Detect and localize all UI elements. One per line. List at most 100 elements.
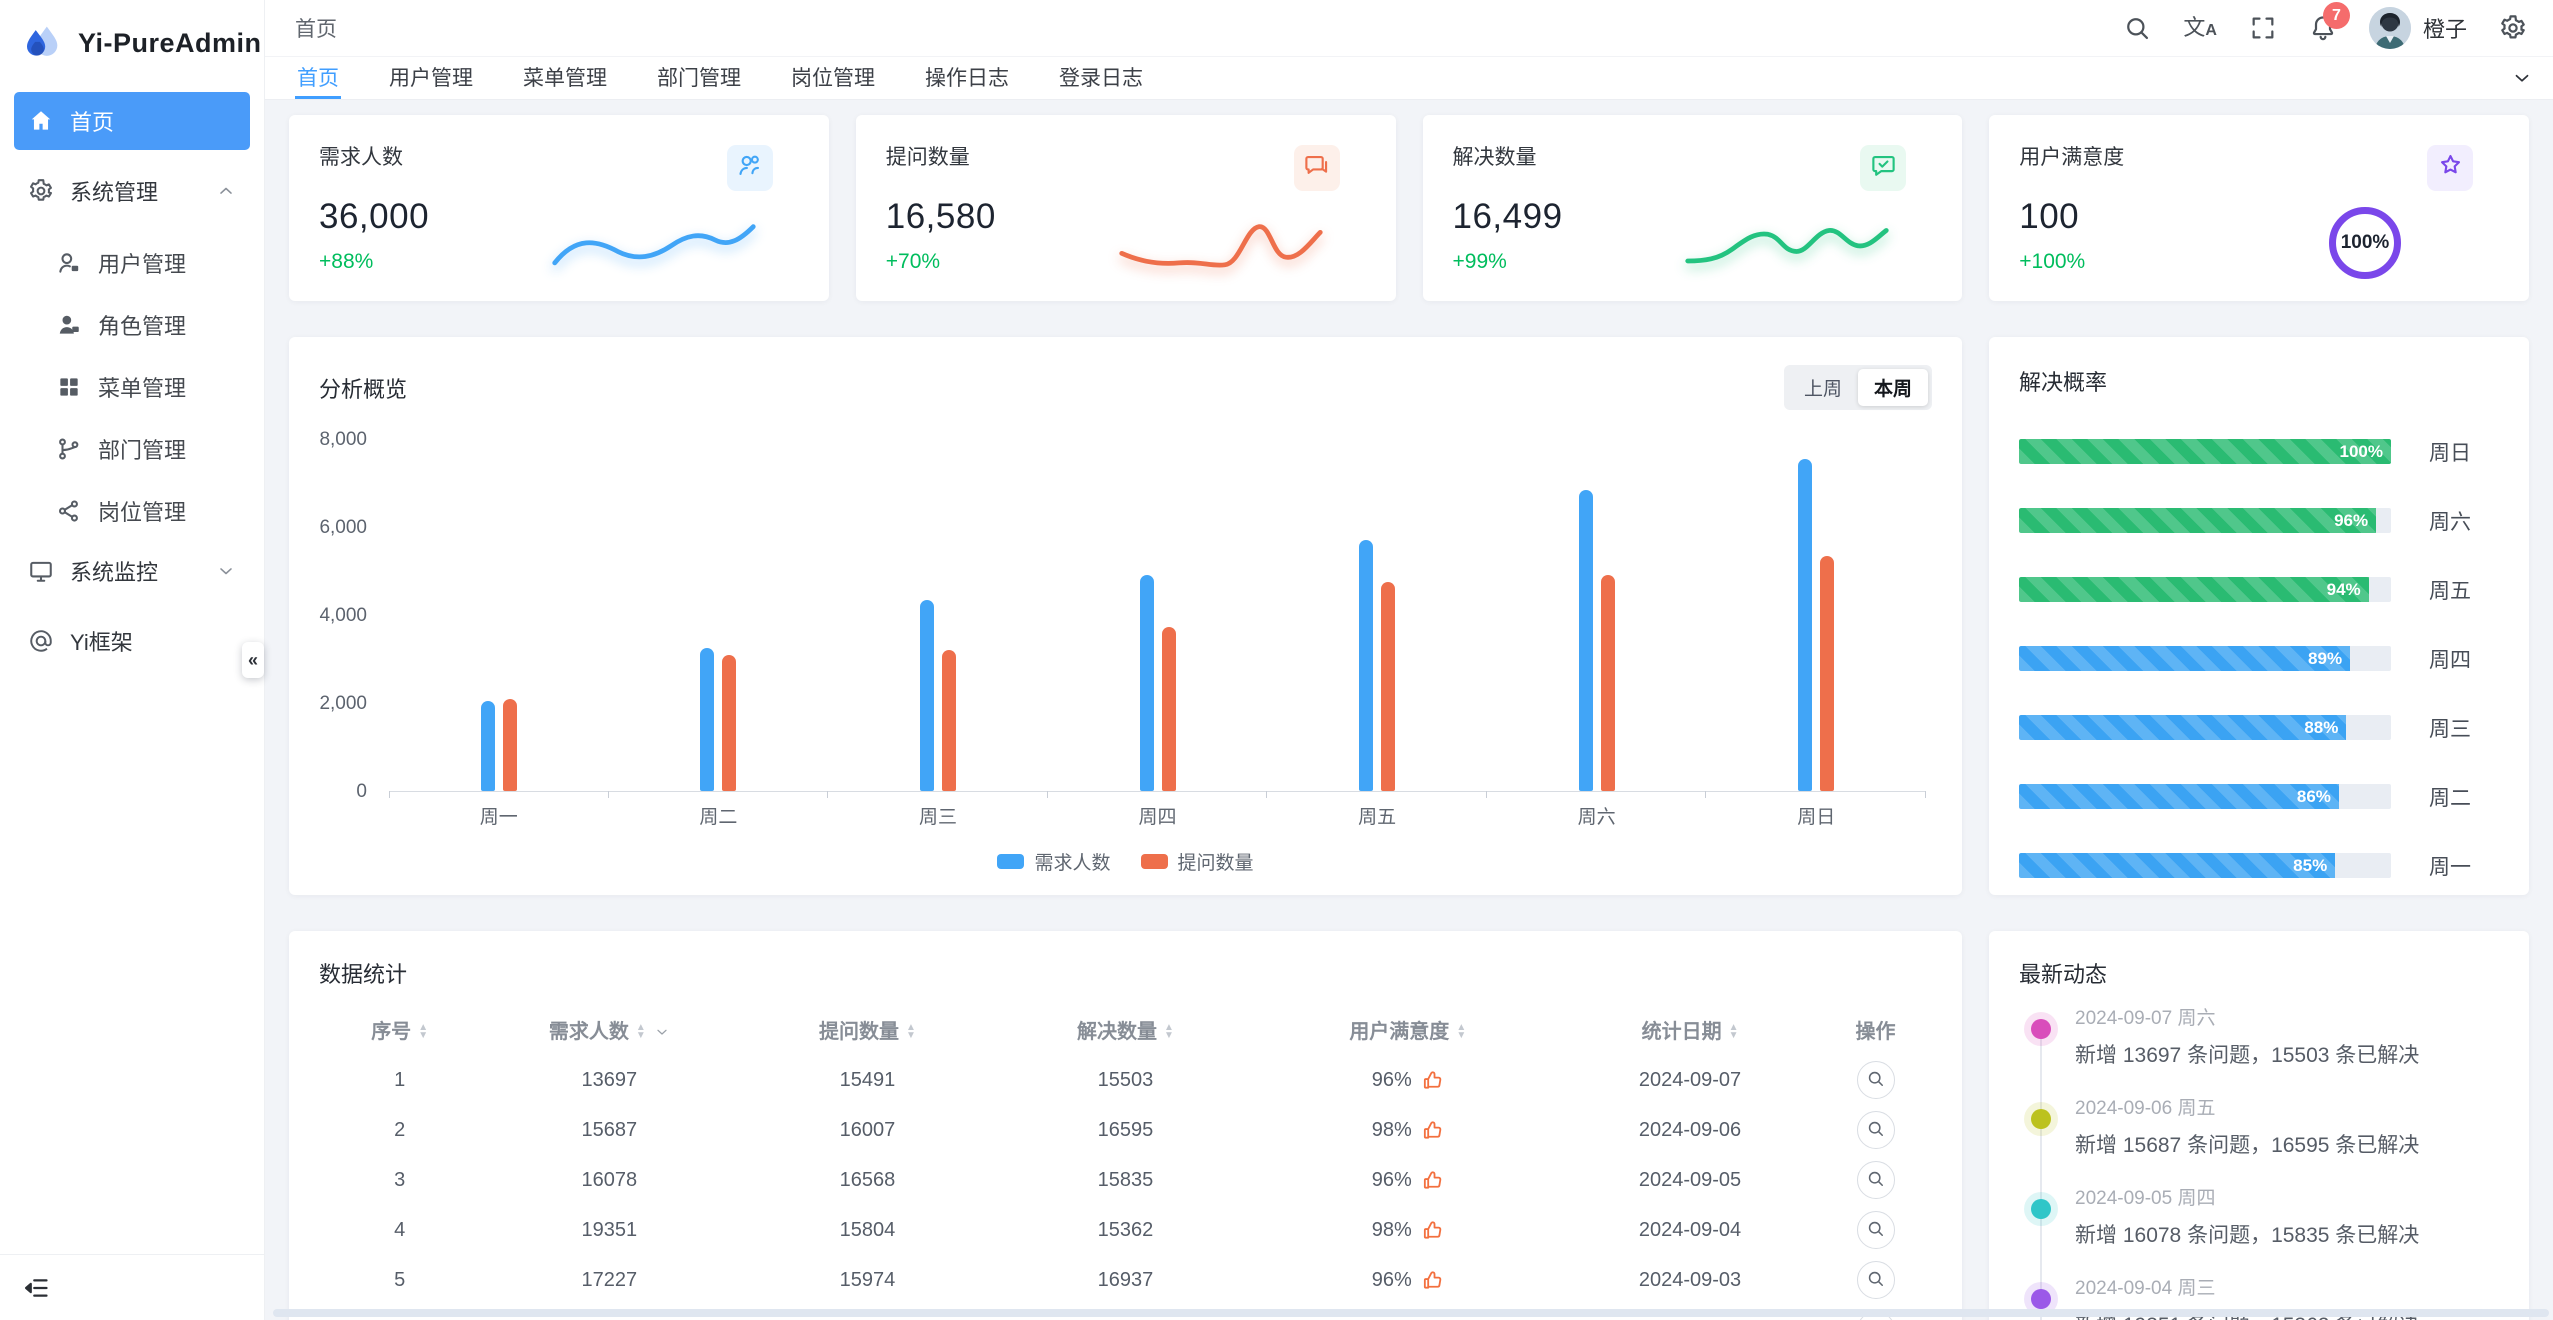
table-row: 5 17227 15974 16937 96% 2024-09-03 — [319, 1255, 1932, 1305]
column-header-label: 解决数量 — [1077, 1020, 1158, 1043]
cell-action — [1819, 1155, 1932, 1205]
cell-questions: 13408 — [738, 1305, 996, 1320]
solve-probability-bars: 100% 周日 96% 周六 94% 周五 89% 周四 88% 周三 86% 周二 85% 周一 — [2019, 439, 2499, 879]
magnifier-icon — [1866, 1269, 1885, 1291]
cell-demand: 17227 — [581, 1268, 638, 1291]
column-header-demand[interactable]: 需求人数 ▲ ▼ — [480, 1003, 738, 1055]
column-header-questions[interactable]: 提问数量 ▲ ▼ — [738, 1003, 996, 1055]
bar-chart: 8,000 6,000 4,000 2,000 0 周一 周二 周三 周四 周五 周六 周日 — [319, 429, 1932, 832]
timeline-dot — [2031, 1019, 2051, 1039]
sidebar-item-system-monitor[interactable]: 系统监控 — [14, 542, 250, 600]
tab-operation-log[interactable]: 操作日志 — [925, 66, 1009, 90]
sidebar-item-menu-management[interactable]: 菜单管理 — [14, 356, 250, 418]
cell-date: 2024-09-03 — [1638, 1268, 1742, 1291]
sidebar-collapse-handle[interactable]: « — [242, 642, 264, 678]
timeline-dot — [2031, 1199, 2051, 1219]
bar-需求人数 — [1139, 575, 1154, 791]
view-row-button[interactable] — [1856, 1111, 1895, 1149]
sidebar-item-system-management[interactable]: 系统管理 — [14, 162, 250, 220]
chevron-down-icon[interactable] — [654, 1024, 670, 1040]
tab-menu-management[interactable]: 菜单管理 — [523, 66, 607, 90]
settings-gear-icon[interactable] — [2499, 14, 2527, 42]
cell-demand: 13697 — [581, 1068, 638, 1091]
legend-item[interactable]: 需求人数 — [997, 848, 1111, 875]
users-icon — [736, 152, 763, 184]
sort-carets-icon[interactable]: ▲ ▼ — [1164, 1022, 1174, 1042]
cell-date: 2024-09-07 — [1638, 1068, 1742, 1091]
search-icon[interactable] — [2123, 14, 2151, 42]
menu-fold-icon[interactable] — [22, 1274, 50, 1302]
bar-提问数量 — [502, 699, 517, 791]
view-row-button[interactable] — [1856, 1061, 1895, 1099]
cell-demand: 15687 — [581, 1118, 638, 1141]
legend-label: 需求人数 — [1034, 853, 1111, 874]
timeline-entry: 2024-09-07 周六 新增 13697 条问题，15503 条已解决 — [2019, 1003, 2499, 1069]
timeline-date: 2024-09-04 周三 — [2075, 1278, 2216, 1299]
sidebar-item-label: 部门管理 — [98, 438, 187, 463]
sort-carets-icon[interactable]: ▲ ▼ — [418, 1022, 429, 1042]
solve-probability-title: 解决概率 — [2019, 370, 2108, 395]
gear-icon — [28, 178, 54, 204]
sidebar-item-label: 系统管理 — [70, 180, 159, 205]
thumb-up-icon — [1421, 1219, 1444, 1242]
sidebar-item-role-management[interactable]: 角色管理 — [14, 294, 250, 356]
column-header-satisfaction[interactable]: 用户满意度 ▲ ▼ — [1255, 1003, 1561, 1055]
tab-post-management[interactable]: 岗位管理 — [791, 66, 875, 90]
tab-login-log[interactable]: 登录日志 — [1059, 66, 1143, 90]
sidebar-item-post-management[interactable]: 岗位管理 — [14, 480, 250, 542]
home-icon — [28, 108, 54, 134]
table-row: 3 16078 16568 15835 96% 2024-09-05 — [319, 1155, 1932, 1205]
satisfaction-percent: 98% — [1371, 1118, 1412, 1141]
stat-card-value: 100 — [2019, 197, 2080, 236]
sidebar-item-home[interactable]: 首页 — [14, 92, 250, 150]
chart-legend: 需求人数 提问数量 — [319, 848, 1932, 875]
toggle-last-week[interactable]: 上周 — [1788, 369, 1858, 406]
column-header-solved[interactable]: 解决数量 ▲ ▼ — [996, 1003, 1254, 1055]
progress-day-label: 周二 — [2429, 786, 2471, 810]
column-header-date[interactable]: 统计日期 ▲ ▼ — [1561, 1003, 1819, 1055]
sort-carets-icon[interactable]: ▲ ▼ — [905, 1022, 916, 1042]
stat-card-solved-count: 解决数量 16,499 +99% — [1422, 115, 1963, 301]
stat-card-demand-count: 需求人数 36,000 +88% — [289, 115, 829, 301]
timeline-entry: 2024-09-04 周三新增 19351 条问题，15362 条已解决 — [2019, 1273, 2499, 1320]
stat-card-question-count: 提问数量 16,580 +70% — [855, 115, 1396, 301]
timeline-date: 2024-09-06 周五 — [2075, 1098, 2216, 1119]
sort-carets-icon[interactable]: ▲ ▼ — [1456, 1022, 1467, 1042]
view-row-button[interactable] — [1856, 1161, 1895, 1199]
tab-home[interactable]: 首页 — [295, 57, 341, 99]
sidebar: Yi-PureAdmin 首页系统管理用户管理 角色管理 菜单管理部门管理岗位管理系… — [0, 0, 265, 1320]
sidebar-item-yi-framework[interactable]: Yi框架 — [14, 612, 250, 670]
progress-track: 100% — [2019, 439, 2391, 464]
bar-需求人数 — [1578, 490, 1593, 791]
bell-icon[interactable]: 7 — [2309, 2, 2350, 42]
chevron-down-icon — [216, 561, 236, 581]
view-row-button[interactable] — [1856, 1211, 1895, 1249]
sort-carets-icon[interactable]: ▲ ▼ — [635, 1022, 646, 1042]
satisfaction-value: 96% — [1372, 1069, 1444, 1092]
bar-需求人数 — [700, 648, 715, 791]
tab-department-management[interactable]: 部门管理 — [657, 66, 741, 90]
progress-fill: 89% — [2019, 646, 2351, 671]
bar-需求人数 — [480, 701, 495, 791]
sort-carets-icon[interactable]: ▲ ▼ — [1728, 1022, 1739, 1042]
translate-icon[interactable]: 文A — [2183, 15, 2217, 40]
app-logo[interactable]: Yi-PureAdmin — [0, 0, 264, 86]
avatar — [2368, 7, 2411, 49]
tabbar-chevron-down-icon[interactable] — [2511, 57, 2537, 99]
progress-track: 85% — [2019, 853, 2391, 878]
sidebar-item-department-management[interactable]: 部门管理 — [14, 418, 250, 480]
notification-badge: 7 — [2322, 2, 2350, 29]
fullscreen-icon[interactable] — [2249, 14, 2277, 42]
bar-group-7 — [1706, 440, 1926, 798]
column-header-seq[interactable]: 序号 ▲ ▼ — [319, 1003, 480, 1055]
bar-需求人数 — [1798, 459, 1813, 791]
bar-提问数量 — [1161, 627, 1176, 791]
sidebar-item-user-management[interactable]: 用户管理 — [14, 232, 250, 294]
toggle-this-week[interactable]: 本周 — [1857, 369, 1928, 406]
user-menu[interactable]: 橙子 — [2368, 7, 2467, 49]
tab-user-management[interactable]: 用户管理 — [389, 66, 473, 90]
stat-card-user-satisfaction: 用户满意度 100 +100% 100% — [1989, 115, 2529, 301]
view-row-button[interactable] — [1856, 1261, 1895, 1299]
legend-item[interactable]: 提问数量 — [1140, 848, 1254, 875]
horizontal-scrollbar[interactable] — [273, 1309, 2549, 1317]
